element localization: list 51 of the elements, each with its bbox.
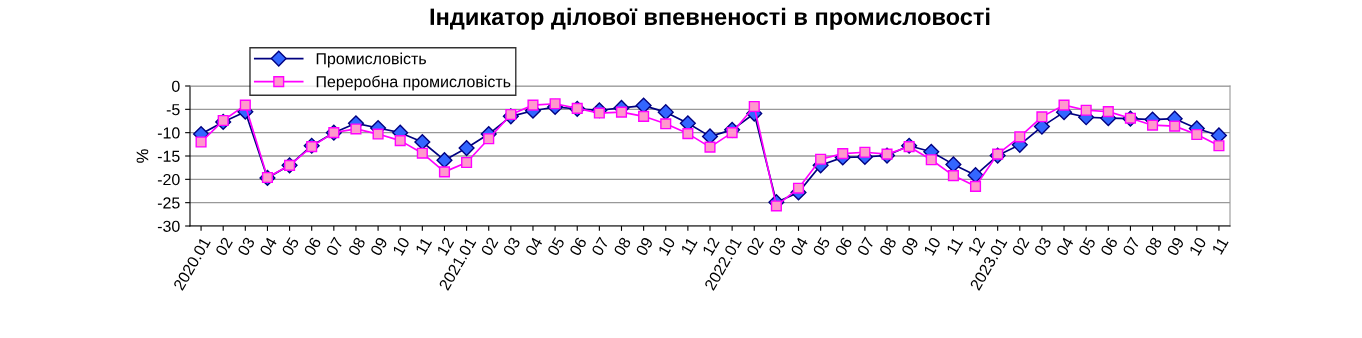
y-tick-label: -30 [157,220,180,232]
x-tick-label: 04 [259,236,278,257]
x-tick-label: 02 [480,236,499,257]
x-tick-label: 08 [878,236,897,257]
x-tick-label: 08 [613,236,632,257]
y-tick-label: -10 [157,127,180,139]
y-tick-label: -15 [157,150,180,162]
x-tick-label: 09 [369,236,388,257]
x-tick-label: 10 [392,236,411,256]
x-tick-label: 11 [946,236,964,255]
x-tick-label: 05 [281,236,300,257]
x-tick-label: 04 [790,236,809,257]
x-tick-label: 11 [1211,236,1229,255]
x-tick-label: 06 [303,236,322,257]
x-tick-label: 03 [1033,236,1052,257]
y-tick-label: -25 [157,197,180,209]
x-tick-label: 07 [856,236,875,257]
x-tick-label: 06 [834,236,853,257]
x-tick-label: 09 [900,236,919,257]
x-tick-label: 06 [569,236,588,257]
x-tick-label: 05 [812,236,831,257]
y-tick-label: 0 [172,80,180,92]
x-tick-label: 07 [591,236,610,257]
x-tick-label: 05 [1077,236,1096,257]
legend-label: Промисловість [316,52,426,68]
x-tick-label: 11 [680,236,698,255]
x-tick-label: 02 [214,236,233,257]
chart-title: Індикатор ділової впевненості в промисловості [430,7,990,30]
x-tick-label: 09 [635,236,654,257]
x-tick-label: 03 [502,236,521,257]
x-tick-label: 08 [347,236,366,257]
x-tick-label: 07 [1122,236,1141,257]
x-tick-label: 02 [1011,236,1030,257]
x-tick-label: 09 [1166,236,1185,257]
x-tick-label: 04 [1055,236,1074,257]
x-tick-label: 03 [237,236,256,257]
x-tick-label: 05 [546,236,565,257]
x-tick-label: 06 [1100,236,1119,257]
x-tick-label: 03 [768,236,787,257]
y-tick-label: -5 [166,104,180,116]
x-tick-label: 10 [657,236,676,256]
y-tick-label: -20 [157,173,180,186]
x-tick-label: 04 [524,236,543,257]
x-tick-label: 08 [1144,236,1163,257]
x-tick-label: 02 [746,236,765,257]
x-tick-label: 10 [923,236,942,256]
x-tick-label: 07 [325,236,344,257]
y-axis-title: % [136,149,149,163]
legend-label: Переробна промисловість [316,75,511,91]
x-tick-label: 10 [1188,236,1207,256]
x-tick-label: 11 [415,236,432,255]
